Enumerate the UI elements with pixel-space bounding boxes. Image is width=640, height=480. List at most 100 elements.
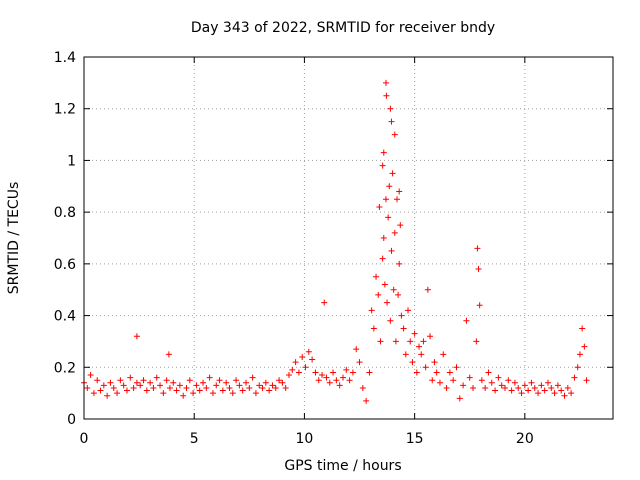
data-point bbox=[226, 384, 233, 391]
data-point bbox=[544, 379, 551, 386]
data-point bbox=[453, 364, 460, 371]
x-tick-label: 5 bbox=[190, 431, 199, 447]
data-point bbox=[405, 307, 412, 314]
data-point bbox=[579, 325, 586, 332]
data-point bbox=[384, 299, 391, 306]
y-tick-label: 0.8 bbox=[54, 205, 76, 221]
data-point bbox=[163, 377, 170, 384]
data-point bbox=[84, 384, 91, 391]
data-point bbox=[518, 390, 525, 397]
data-point bbox=[492, 387, 499, 394]
data-point bbox=[393, 196, 400, 203]
data-point bbox=[94, 377, 101, 384]
data-point bbox=[147, 379, 154, 386]
data-point bbox=[440, 351, 447, 358]
data-point bbox=[413, 369, 420, 376]
data-point bbox=[568, 390, 575, 397]
data-point bbox=[535, 390, 542, 397]
x-tick-label: 10 bbox=[296, 431, 314, 447]
data-point bbox=[476, 302, 483, 309]
data-point bbox=[216, 377, 223, 384]
data-point bbox=[190, 390, 197, 397]
data-point bbox=[206, 374, 213, 381]
data-point bbox=[249, 374, 256, 381]
data-point bbox=[474, 245, 481, 252]
data-point bbox=[418, 351, 425, 358]
data-point bbox=[100, 382, 107, 389]
data-point bbox=[97, 387, 104, 394]
data-point bbox=[515, 384, 522, 391]
data-point bbox=[165, 351, 172, 358]
data-point bbox=[495, 374, 502, 381]
data-point bbox=[382, 79, 389, 86]
data-point bbox=[123, 387, 130, 394]
data-point bbox=[309, 356, 316, 363]
data-point bbox=[323, 374, 330, 381]
data-point bbox=[501, 384, 508, 391]
data-point bbox=[446, 369, 453, 376]
x-tick-label: 15 bbox=[406, 431, 424, 447]
data-point bbox=[200, 379, 207, 386]
data-point bbox=[349, 369, 356, 376]
data-point bbox=[104, 392, 111, 399]
data-point bbox=[391, 131, 398, 138]
data-point bbox=[466, 374, 473, 381]
data-point bbox=[456, 395, 463, 402]
y-tick-label: 0 bbox=[67, 412, 76, 428]
data-point bbox=[429, 377, 436, 384]
data-point bbox=[407, 338, 414, 345]
data-point bbox=[223, 379, 230, 386]
data-point bbox=[388, 247, 395, 254]
data-point bbox=[398, 312, 405, 319]
data-point bbox=[239, 387, 246, 394]
x-tick-label: 0 bbox=[80, 431, 89, 447]
data-point bbox=[333, 377, 340, 384]
data-point bbox=[276, 377, 283, 384]
data-point bbox=[196, 387, 203, 394]
data-point bbox=[482, 384, 489, 391]
data-point bbox=[256, 382, 263, 389]
data-point bbox=[387, 317, 394, 324]
data-point bbox=[416, 343, 423, 350]
data-point bbox=[370, 325, 377, 332]
data-point bbox=[137, 382, 144, 389]
data-point bbox=[561, 392, 568, 399]
data-point bbox=[538, 382, 545, 389]
data-point bbox=[443, 384, 450, 391]
data-point bbox=[243, 379, 250, 386]
data-point bbox=[114, 390, 121, 397]
data-point bbox=[380, 149, 387, 156]
data-point bbox=[574, 364, 581, 371]
data-point bbox=[386, 183, 393, 190]
data-point bbox=[272, 384, 279, 391]
data-point bbox=[315, 377, 322, 384]
data-point bbox=[470, 384, 477, 391]
data-point bbox=[269, 382, 276, 389]
data-point bbox=[576, 351, 583, 358]
data-point bbox=[460, 382, 467, 389]
data-point bbox=[381, 281, 388, 288]
data-point bbox=[564, 384, 571, 391]
y-tick-label: 0.4 bbox=[54, 309, 76, 325]
data-point bbox=[485, 369, 492, 376]
data-point bbox=[319, 372, 326, 379]
data-point bbox=[436, 379, 443, 386]
data-point bbox=[521, 382, 528, 389]
x-tick-label: 20 bbox=[516, 431, 534, 447]
data-point bbox=[382, 196, 389, 203]
data-point bbox=[424, 286, 431, 293]
data-point bbox=[312, 369, 319, 376]
data-point bbox=[397, 222, 404, 229]
data-point bbox=[554, 382, 561, 389]
y-tick-label: 0.2 bbox=[54, 360, 76, 376]
data-point bbox=[353, 346, 360, 353]
data-point bbox=[229, 390, 236, 397]
data-point bbox=[525, 387, 532, 394]
data-point bbox=[402, 351, 409, 358]
data-point bbox=[173, 387, 180, 394]
data-point bbox=[427, 333, 434, 340]
data-point bbox=[385, 214, 392, 221]
data-point bbox=[186, 377, 193, 384]
data-point bbox=[130, 384, 137, 391]
data-point bbox=[339, 374, 346, 381]
